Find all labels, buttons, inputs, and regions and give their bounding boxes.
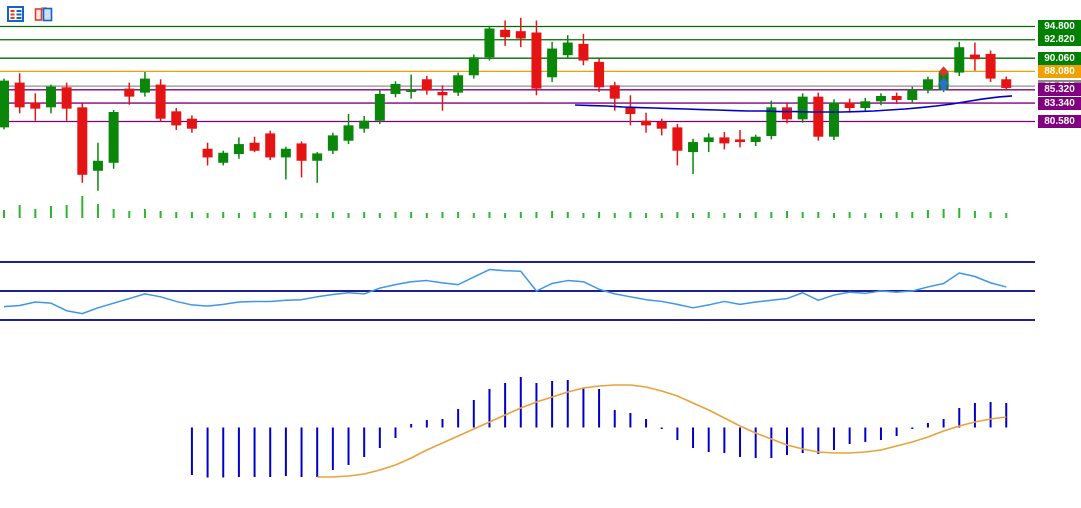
candle-body: [703, 137, 714, 143]
oscillator-panel: [0, 261, 1035, 321]
candle-body: [969, 54, 980, 60]
candle-body: [985, 53, 996, 79]
candle-body: [406, 89, 417, 92]
chart-copy-icon[interactable]: [34, 6, 53, 22]
candle-body: [265, 133, 276, 158]
candle-body: [92, 160, 103, 171]
candle-body: [374, 93, 385, 121]
trade-markers: [937, 66, 950, 91]
candle-body: [437, 91, 448, 96]
candle-body: [108, 112, 119, 163]
candle-body: [625, 107, 636, 115]
ma-layer: [574, 95, 1013, 113]
candle-body: [30, 102, 41, 109]
candle-body: [500, 29, 511, 38]
candle-body: [735, 139, 746, 143]
oscillator-line: [3, 268, 1007, 315]
candle-body: [280, 148, 291, 158]
candle-body: [359, 120, 370, 129]
candle-body: [531, 32, 542, 89]
candle-body: [453, 75, 464, 93]
candle-body: [124, 88, 135, 97]
volume-bars: [3, 196, 1008, 218]
candle-body: [547, 48, 558, 78]
candle-body: [797, 96, 808, 120]
candle-body: [312, 153, 323, 161]
candle-body: [390, 83, 401, 94]
candle-body: [907, 89, 918, 100]
candle-body: [656, 122, 667, 129]
candle-body: [233, 144, 244, 155]
candle-body: [155, 84, 166, 119]
candle-body: [766, 107, 777, 137]
macd-panel: [190, 377, 1008, 478]
candle-body: [171, 111, 182, 126]
candle-body: [45, 86, 56, 108]
candle-body: [954, 47, 965, 73]
candle-body: [828, 102, 839, 137]
candle-body: [218, 152, 229, 163]
macd-signal-line: [317, 384, 1007, 478]
candle-body: [186, 118, 197, 129]
candle-body: [813, 96, 824, 137]
candlesticks: [0, 17, 1012, 191]
candle-body: [672, 127, 683, 151]
candle-body: [860, 101, 871, 108]
price-level-lines: [0, 25, 1035, 123]
market-watch-icon[interactable]: [7, 6, 26, 22]
candle-body: [750, 136, 761, 143]
buy-arrow-icon[interactable]: [937, 77, 950, 91]
candle-body: [515, 31, 526, 39]
candle-body: [327, 135, 338, 151]
candle-body: [296, 143, 307, 161]
candle-body: [1001, 79, 1012, 88]
candle-body: [562, 42, 573, 56]
candle-body: [139, 78, 150, 93]
candle-body: [249, 142, 260, 151]
candle-body: [922, 79, 933, 90]
candle-body: [468, 57, 479, 76]
candle-body: [484, 28, 495, 58]
chart-toolbar: [7, 6, 53, 22]
candle-body: [609, 85, 620, 99]
candle-body: [641, 120, 652, 126]
candle-body: [688, 142, 699, 153]
sell-arrow-icon[interactable]: [938, 66, 949, 78]
candle-body: [594, 61, 605, 88]
moving-average-line: [574, 95, 1013, 113]
candle-body: [14, 82, 25, 108]
candle-body: [0, 80, 9, 128]
candle-body: [891, 95, 902, 100]
candle-body: [875, 95, 886, 102]
candle-body: [844, 102, 855, 108]
candle-body: [578, 43, 589, 61]
candle-body: [719, 137, 730, 144]
candle-body: [202, 148, 213, 158]
candle-body: [77, 107, 88, 175]
candle-body: [782, 107, 792, 120]
candle-body: [421, 79, 432, 91]
candle-body: [61, 87, 72, 109]
candle-body: [343, 125, 354, 141]
